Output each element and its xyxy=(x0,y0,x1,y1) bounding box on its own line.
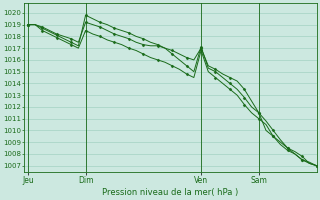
X-axis label: Pression niveau de la mer( hPa ): Pression niveau de la mer( hPa ) xyxy=(102,188,238,197)
